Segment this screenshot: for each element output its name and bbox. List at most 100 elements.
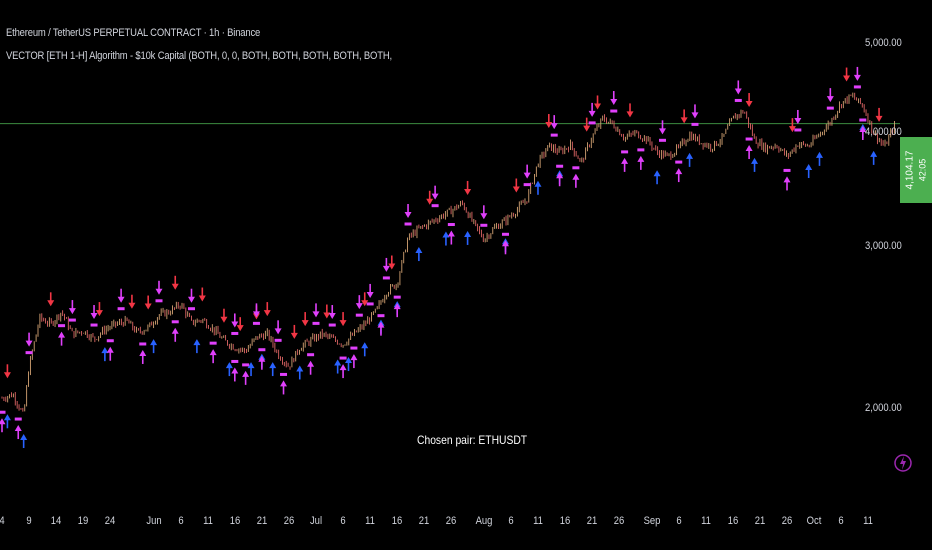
short-exit-arrow bbox=[187, 288, 195, 303]
short-exit-arrow bbox=[252, 303, 260, 318]
x-tick-label: Oct bbox=[806, 515, 822, 527]
long-exit-mark bbox=[556, 164, 564, 168]
short-exit-mark bbox=[523, 183, 531, 187]
long-exit-arrow bbox=[393, 303, 401, 318]
long-exit-arrow bbox=[859, 126, 867, 141]
long-signal-arrow bbox=[534, 180, 542, 195]
short-exit-arrow bbox=[523, 164, 531, 179]
short-exit-mark bbox=[588, 121, 596, 125]
short-exit-arrow bbox=[90, 305, 98, 320]
short-exit-arrow bbox=[25, 332, 33, 347]
short-exit-arrow bbox=[610, 91, 618, 106]
short-signal-arrow bbox=[171, 275, 179, 290]
long-exit-arrow bbox=[139, 349, 147, 364]
short-signal-arrow bbox=[323, 304, 331, 319]
long-exit-arrow bbox=[377, 321, 385, 336]
short-exit-arrow bbox=[658, 120, 666, 135]
short-signal-arrow bbox=[875, 107, 883, 122]
long-signal-arrow bbox=[334, 359, 342, 374]
short-signal-arrow bbox=[626, 103, 634, 118]
long-exit-arrow bbox=[350, 354, 358, 369]
short-exit-mark bbox=[826, 106, 834, 110]
x-tick-label: 21 bbox=[256, 515, 268, 527]
short-exit-mark bbox=[355, 313, 363, 317]
long-exit-mark bbox=[377, 314, 385, 318]
x-tick-label: 6 bbox=[178, 515, 184, 527]
short-signal-arrow bbox=[339, 312, 347, 327]
x-tick-label: Jul bbox=[309, 515, 323, 527]
x-tick-label: 4 bbox=[0, 515, 5, 527]
short-exit-arrow bbox=[366, 283, 374, 298]
short-signal-arrow bbox=[464, 180, 472, 195]
short-exit-mark bbox=[404, 222, 412, 226]
short-exit-arrow bbox=[550, 115, 558, 130]
long-signal-arrow bbox=[150, 339, 158, 354]
long-signal-arrow bbox=[344, 357, 352, 372]
long-exit-mark bbox=[139, 342, 147, 346]
short-signal-arrow bbox=[545, 114, 553, 129]
long-signal-arrow bbox=[686, 152, 694, 167]
long-exit-arrow bbox=[307, 360, 315, 375]
short-exit-arrow bbox=[312, 303, 320, 318]
short-signal-arrow bbox=[680, 109, 688, 124]
short-signal-arrow bbox=[290, 324, 298, 339]
long-signal-arrow bbox=[20, 434, 28, 449]
long-exit-arrow bbox=[258, 355, 266, 370]
last-price-value: 4,104.17 bbox=[904, 150, 916, 190]
short-exit-mark bbox=[366, 302, 374, 306]
long-exit-arrow bbox=[783, 176, 791, 191]
long-exit-arrow bbox=[556, 172, 564, 187]
x-tick-label: 9 bbox=[26, 515, 32, 527]
short-signal-arrow bbox=[220, 308, 228, 323]
short-exit-mark bbox=[187, 307, 195, 311]
short-exit-mark bbox=[691, 122, 699, 126]
short-signal-arrow bbox=[128, 294, 136, 309]
long-exit-mark bbox=[307, 353, 315, 357]
short-exit-arrow bbox=[480, 205, 488, 220]
short-signal-arrow bbox=[198, 287, 206, 302]
long-signal-arrow bbox=[464, 230, 472, 245]
x-tick-label: 6 bbox=[508, 515, 514, 527]
indicator-label[interactable]: VECTOR [ETH 1-H] Algorithm - $10k Capita… bbox=[6, 50, 393, 62]
short-exit-mark bbox=[155, 299, 163, 303]
short-exit-arrow bbox=[691, 104, 699, 119]
long-exit-mark bbox=[447, 223, 455, 227]
signals-layer bbox=[0, 66, 883, 449]
short-exit-mark bbox=[658, 138, 666, 142]
x-tick-label: 16 bbox=[229, 515, 241, 527]
long-signal-arrow bbox=[361, 342, 369, 357]
short-signal-arrow bbox=[236, 317, 244, 332]
long-exit-mark bbox=[859, 118, 867, 122]
long-exit-mark bbox=[231, 359, 239, 363]
long-signal-arrow bbox=[653, 170, 661, 185]
long-exit-arrow bbox=[675, 168, 683, 183]
short-signal-arrow bbox=[594, 95, 602, 110]
lightning-bolt-icon[interactable] bbox=[893, 448, 913, 478]
short-exit-mark bbox=[25, 351, 33, 355]
short-exit-mark bbox=[274, 338, 282, 342]
long-signal-arrow bbox=[751, 157, 759, 172]
short-exit-mark bbox=[382, 276, 390, 280]
long-exit-arrow bbox=[231, 367, 239, 382]
short-exit-arrow bbox=[734, 80, 742, 95]
short-exit-mark bbox=[853, 85, 861, 89]
long-signal-arrow bbox=[225, 362, 233, 377]
x-tick-label: 16 bbox=[391, 515, 403, 527]
short-exit-mark bbox=[328, 323, 336, 327]
long-exit-mark bbox=[572, 166, 580, 170]
short-exit-arrow bbox=[404, 204, 412, 219]
x-tick-label: 26 bbox=[283, 515, 295, 527]
x-tick-label: 26 bbox=[613, 515, 625, 527]
short-exit-arrow bbox=[155, 280, 163, 295]
short-signal-arrow bbox=[361, 292, 369, 307]
x-tick-label: 21 bbox=[419, 515, 430, 527]
y-tick-label: 5,000.00 bbox=[865, 37, 902, 49]
long-exit-mark bbox=[783, 168, 791, 172]
long-exit-arrow bbox=[621, 157, 629, 172]
short-exit-mark bbox=[550, 133, 558, 137]
y-tick-label: 3,000.00 bbox=[865, 240, 902, 253]
short-signal-arrow bbox=[144, 295, 152, 310]
long-exit-arrow bbox=[572, 173, 580, 188]
long-exit-arrow bbox=[339, 364, 347, 379]
